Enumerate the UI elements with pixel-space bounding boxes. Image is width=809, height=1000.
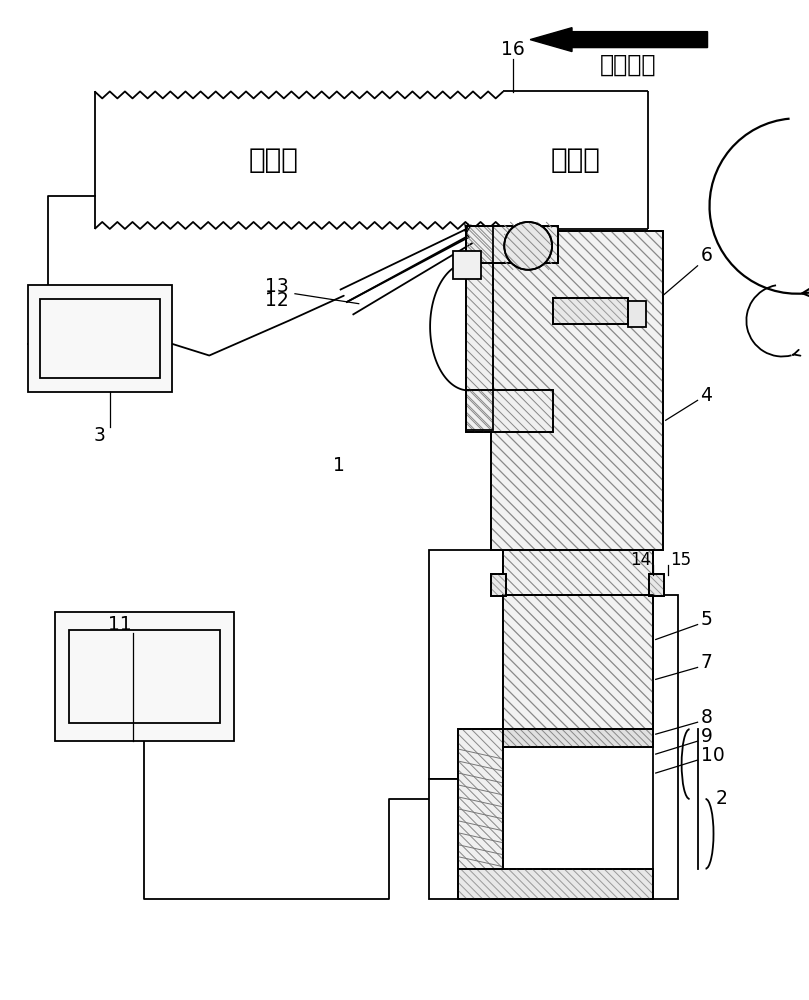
Text: 6: 6 [701,246,713,265]
Bar [459,869,653,899]
Bar [459,869,653,899]
Circle shape [504,222,552,270]
Bar [466,226,558,263]
Text: 未加工: 未加工 [249,146,299,174]
Bar [649,574,663,596]
Bar [466,226,493,430]
Bar [503,729,653,747]
Bar [653,595,678,899]
Text: 10: 10 [701,746,724,765]
Bar [503,595,653,729]
Text: 进给方向: 进给方向 [599,53,656,77]
Bar [55,612,234,741]
Bar [459,729,503,869]
Bar [459,729,503,869]
Bar [40,299,160,378]
Text: 11: 11 [108,615,131,634]
Text: 15: 15 [670,551,691,569]
Bar [503,550,653,595]
Text: 12: 12 [265,291,289,310]
Bar [491,574,506,596]
Bar [453,251,481,279]
Bar [491,231,663,550]
Bar [491,231,663,550]
Text: 2: 2 [715,789,727,808]
Text: 9: 9 [701,727,713,746]
Bar [553,298,628,324]
Bar [649,574,663,596]
Text: 16: 16 [502,40,525,59]
Bar [429,550,503,779]
Bar [466,226,558,263]
Text: 14: 14 [630,551,652,569]
Bar [503,550,653,595]
Bar [466,226,493,430]
Bar [553,298,628,324]
Bar [466,390,553,432]
FancyArrow shape [530,28,708,52]
Bar [491,574,506,596]
Bar [503,595,653,729]
Text: 3: 3 [94,426,106,445]
Bar [429,779,503,899]
Bar [503,729,653,747]
Bar [628,301,646,327]
Text: 1: 1 [332,456,345,475]
Text: 13: 13 [265,277,289,296]
Text: 7: 7 [701,653,713,672]
Bar [466,390,553,432]
Bar [28,285,172,392]
Text: 8: 8 [701,708,713,727]
Text: 加工后: 加工后 [551,146,601,174]
Text: 5: 5 [701,610,713,629]
Bar [69,630,220,723]
Text: 4: 4 [701,386,713,405]
Bar [95,91,648,229]
